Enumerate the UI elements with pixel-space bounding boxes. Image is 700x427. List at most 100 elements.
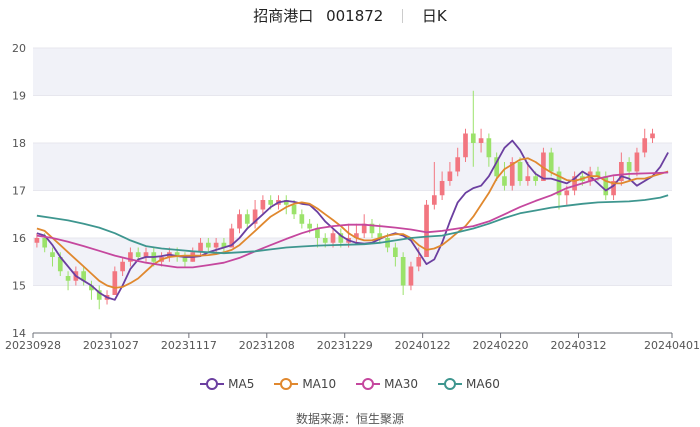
candle-body [416,257,422,267]
x-tick-label: 20231229 [317,339,373,352]
candle-body [611,181,616,196]
candle-body [463,133,468,158]
candle [260,195,266,215]
candle [650,128,655,143]
candle-body [393,247,398,257]
candle-body [34,238,40,243]
candle-body [572,176,577,191]
x-tick-label: 20240122 [395,339,451,352]
candle [252,200,258,229]
candle-body [424,204,429,257]
x-tick-label: 20230928 [5,339,61,352]
candle [182,252,188,267]
legend-item-ma30[interactable]: MA30 [356,377,418,391]
candle [541,147,546,181]
candle-body [603,176,609,196]
candlesticks [34,90,655,310]
candle [572,171,577,196]
line-ma5 [36,139,669,301]
line-ma30 [36,171,669,269]
candle-body [509,162,515,186]
candle-body [650,133,655,139]
candle-body [494,157,500,177]
candle-body [135,252,141,257]
candle-body [252,209,258,224]
candle [229,223,235,248]
candle [525,162,531,186]
candle [455,147,461,177]
line-ma60 [36,194,669,255]
line-ma10 [36,157,669,289]
candle [81,266,86,286]
period-label: 日K [421,7,447,25]
legend-label: MA60 [466,377,500,391]
axes: 14 15 16 17 18 19 20 20230928 20231027 20231117 20… [5,42,700,352]
candle [112,266,118,295]
candle [369,219,375,238]
candle [283,195,289,215]
candle [634,147,640,177]
data-source: 数据来源：恒生聚源 [295,412,404,426]
candle-body [205,242,211,248]
candle-body [517,162,523,181]
x-tick-label: 20240401 [644,339,700,352]
candle [502,162,507,191]
candle-body [478,138,484,143]
candle [89,280,94,300]
candle-body [260,200,266,210]
candle [619,152,624,186]
candle [642,128,648,158]
candle-body [361,223,367,234]
candle [143,247,149,262]
candle [509,157,515,191]
legend-marker-icon [274,378,299,390]
legend-item-ma5[interactable]: MA5 [200,377,254,391]
legend-label: MA5 [228,377,255,391]
title-divider [402,9,404,23]
candle-body [431,195,437,205]
stock-code: 001872 [326,7,384,25]
candle [494,152,500,181]
candle-body [237,214,242,229]
candle-body [595,171,601,177]
candle [556,166,562,210]
legend-item-ma10[interactable]: MA10 [274,377,336,391]
candle-body [229,228,235,248]
candle-body [57,257,63,272]
candle [424,200,429,257]
candle-body [634,152,640,172]
candle [244,209,250,229]
candle-body [221,242,227,248]
candle-body [338,233,344,243]
legend-item-ma60[interactable]: MA60 [438,377,500,391]
chart-title: 招商港口 001872 日K [0,5,700,26]
candle-body [198,242,203,253]
legend-label: MA10 [302,377,337,391]
candle-body [322,238,328,243]
candle-body [244,214,250,224]
candle-body [439,181,445,196]
candle-body [525,176,531,181]
candle-body [385,238,390,248]
candle [447,162,453,186]
candle-body [408,266,414,286]
candle-body [556,171,562,196]
candle-body [307,223,312,229]
candle-body [330,233,336,243]
y-tick-label: 18 [12,137,26,150]
candle-body [81,271,86,281]
candle [611,176,616,200]
y-tick-label: 14 [12,327,26,340]
candle-body [502,176,507,186]
candle-body [291,204,297,215]
candle-body [447,171,453,181]
candle-body [400,257,406,286]
candle-body [548,152,554,172]
candle-body [182,257,188,262]
candle [439,171,445,200]
candle-body [564,190,570,196]
candle-body [120,261,125,272]
candle [517,157,523,186]
y-tick-label: 16 [12,232,26,245]
